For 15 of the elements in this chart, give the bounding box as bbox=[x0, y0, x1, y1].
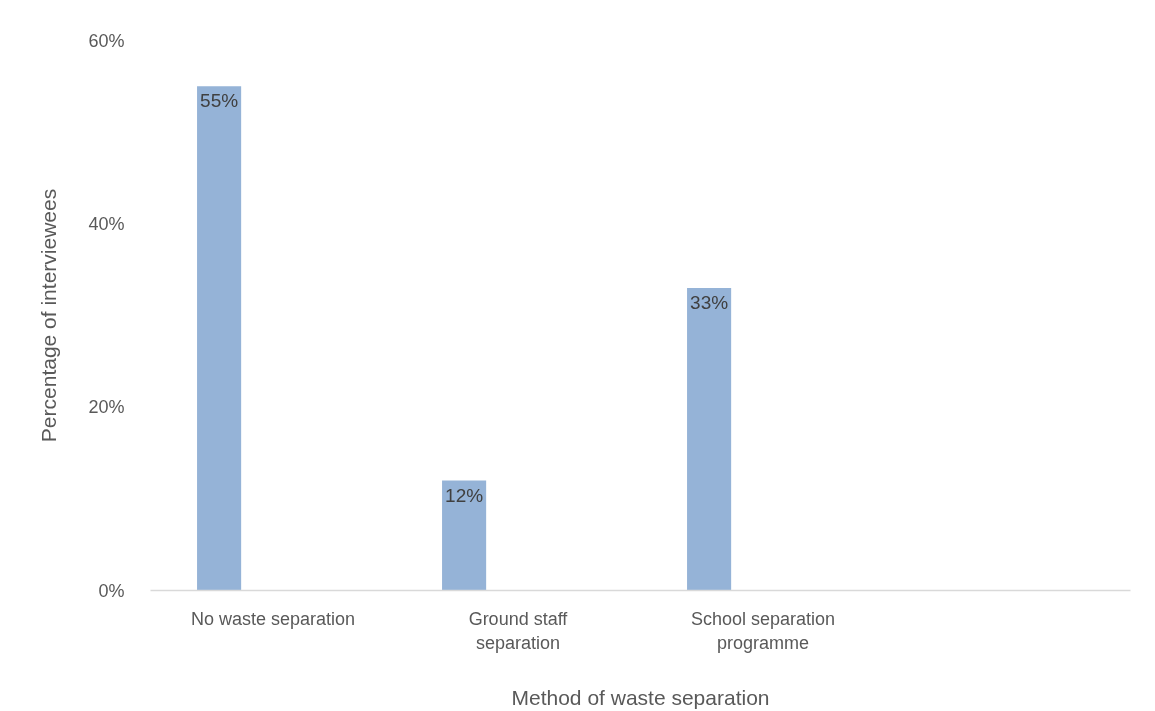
bar bbox=[687, 288, 732, 591]
y-tick-label: 60% bbox=[88, 30, 125, 51]
x-tick-label: Ground staff separation bbox=[468, 608, 569, 653]
x-axis-title: Method of waste separation bbox=[511, 685, 770, 709]
bar bbox=[197, 86, 242, 591]
y-tick-label: 0% bbox=[98, 580, 125, 601]
bar bbox=[442, 480, 487, 591]
x-tick-label: No waste separation bbox=[190, 608, 356, 629]
y-axis-title: Percentage of interviewees bbox=[37, 188, 61, 443]
x-tick-label: School separation programme bbox=[690, 608, 836, 653]
data-label: 33% bbox=[690, 292, 729, 313]
data-label: 55% bbox=[200, 90, 239, 112]
data-label: 12% bbox=[445, 484, 484, 506]
y-tick-label: 40% bbox=[88, 213, 125, 234]
y-tick-label: 20% bbox=[88, 397, 125, 418]
